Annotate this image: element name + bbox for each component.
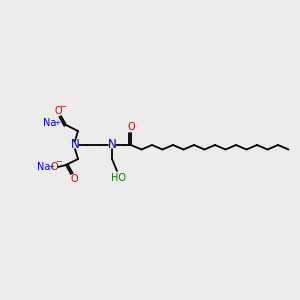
Text: O: O <box>54 106 62 116</box>
Text: HO: HO <box>110 173 125 183</box>
Text: −: − <box>59 103 67 112</box>
Text: +: + <box>54 120 60 126</box>
Text: O: O <box>70 174 78 184</box>
Text: +: + <box>48 164 54 170</box>
Text: O: O <box>50 162 58 172</box>
Text: −: − <box>56 158 62 166</box>
Text: N: N <box>108 139 116 152</box>
Text: Na: Na <box>43 118 57 128</box>
Text: N: N <box>70 139 80 152</box>
Text: Na: Na <box>37 162 51 172</box>
Text: O: O <box>127 122 135 132</box>
